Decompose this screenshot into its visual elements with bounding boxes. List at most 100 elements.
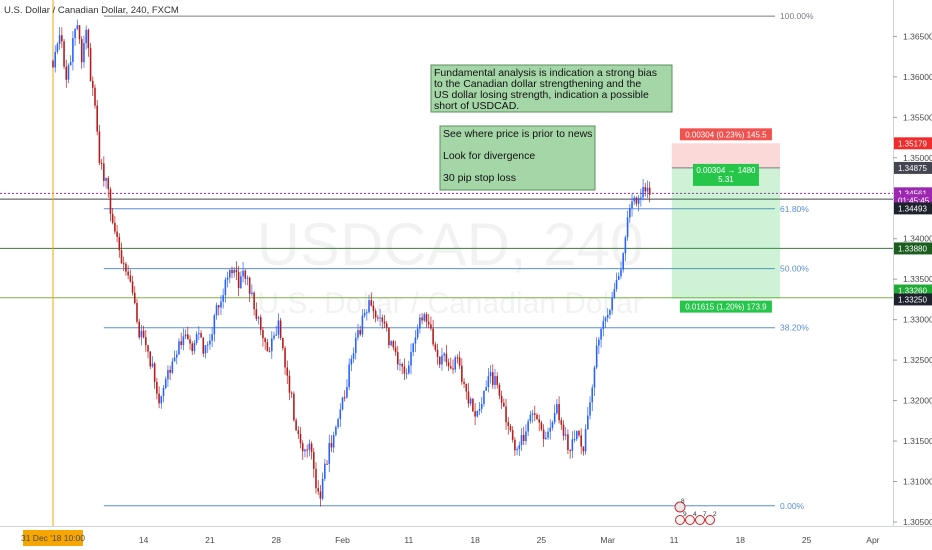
quantity-label-box — [692, 163, 759, 186]
candle-body — [491, 372, 494, 385]
candle-body — [494, 376, 496, 385]
candle-body — [189, 339, 191, 344]
price-label: 1.34875 — [898, 164, 927, 173]
candle-body — [52, 60, 54, 68]
candle-body — [489, 372, 492, 377]
candle-body — [206, 344, 209, 346]
candle-body — [423, 314, 426, 321]
candle-body — [182, 336, 185, 346]
checklist-note-box[interactable] — [439, 125, 596, 191]
candle-body — [511, 430, 514, 440]
price-tick-label: 1.31500 — [903, 436, 932, 446]
horizontal-lines[interactable] — [0, 192, 893, 299]
candle-body — [571, 439, 574, 451]
candle-body — [443, 353, 445, 356]
candle-body — [467, 391, 470, 404]
candle-body — [248, 277, 251, 294]
candle-body — [547, 431, 549, 438]
candle-body — [553, 413, 556, 423]
candle-body — [341, 397, 344, 410]
time-tick-label: 25 — [537, 535, 547, 545]
candle-body — [478, 408, 481, 411]
candle-body — [220, 301, 222, 308]
candle-body — [324, 463, 326, 479]
candle-body — [171, 361, 174, 373]
candle-body — [187, 334, 189, 340]
candle-body — [273, 335, 275, 339]
candle-body — [374, 310, 377, 318]
event-flag-icon[interactable] — [675, 515, 685, 525]
watermark-symbol: USDCAD, 240 — [257, 211, 644, 278]
price-tick-label: 1.36500 — [903, 31, 932, 41]
candle-body — [118, 236, 121, 251]
candle-body — [125, 263, 127, 272]
price-tick-label: 1.33500 — [903, 274, 932, 284]
fibonacci-retracement[interactable]: 100.00% 61.80% 50.00% 38.20% 0.00% — [103, 11, 814, 511]
candle-body — [346, 387, 348, 398]
candle-body — [321, 478, 324, 499]
candle-body — [465, 383, 468, 392]
candle-body — [251, 292, 253, 294]
candle-body — [58, 35, 61, 44]
fundamental-note-line: short of USDCAD. — [434, 100, 519, 112]
time-crosshair-label: 31 Dec '18 10:00 — [21, 530, 85, 546]
candle-body — [153, 363, 156, 382]
price-label: 1.34493 — [898, 204, 927, 213]
candle-body — [167, 370, 169, 380]
candle-body — [160, 396, 163, 404]
candle-body — [410, 352, 412, 366]
candle-body — [76, 25, 79, 30]
candle-body — [412, 343, 415, 353]
candle-body — [633, 197, 636, 202]
time-tick-label: 18 — [736, 535, 746, 545]
event-flag-icon[interactable] — [695, 515, 705, 525]
take-profit-zone[interactable] — [671, 167, 781, 299]
event-flag-icon[interactable] — [674, 501, 686, 513]
candle-body — [133, 292, 136, 303]
candle-body — [613, 289, 616, 298]
candle-body — [164, 379, 167, 389]
economic-events[interactable]: 8 9 4 7 2 — [674, 498, 717, 525]
candle-body — [366, 312, 368, 314]
candle-body — [98, 131, 101, 164]
candle-body — [401, 363, 403, 367]
candle-body — [211, 334, 213, 341]
candle-body — [562, 424, 565, 436]
candle-body — [396, 352, 399, 365]
candle-body — [105, 178, 107, 181]
candle-body — [432, 328, 434, 345]
text-notes[interactable]: Fundamental analysis is indication a str… — [430, 64, 673, 191]
checklist-note-line: 30 pip stop loss — [443, 172, 516, 184]
candle-body — [308, 443, 311, 450]
candle-body — [357, 330, 359, 338]
price-tick-label: 1.32000 — [903, 396, 932, 406]
candle-body — [151, 363, 154, 367]
candle-body — [419, 317, 421, 329]
stop-loss-zone[interactable] — [671, 143, 781, 168]
time-axis[interactable] — [0, 526, 932, 550]
candle-body — [620, 269, 622, 277]
time-tick-label: 18 — [470, 535, 480, 545]
date-label-box — [23, 530, 83, 546]
candle-body — [629, 208, 631, 218]
candle-body — [514, 439, 516, 451]
chart-title: U.S. Dollar / Canadian Dollar, 240, FXCM — [4, 5, 179, 16]
candle-body — [587, 415, 589, 430]
candle-body — [558, 404, 560, 421]
candle-body — [602, 321, 605, 329]
event-flag-icon[interactable] — [685, 515, 695, 525]
candle-body — [509, 425, 512, 431]
fundamental-note-box[interactable] — [430, 64, 673, 113]
candle-body — [94, 87, 96, 106]
candle-body — [335, 427, 337, 435]
event-flag-icon[interactable] — [705, 515, 715, 525]
candle-body — [184, 334, 187, 337]
candle-body — [297, 430, 300, 434]
candle-body — [463, 381, 465, 384]
candle-body — [162, 388, 165, 397]
price-axis[interactable] — [893, 0, 932, 526]
candle-body — [116, 231, 118, 237]
candle-body — [120, 250, 123, 264]
